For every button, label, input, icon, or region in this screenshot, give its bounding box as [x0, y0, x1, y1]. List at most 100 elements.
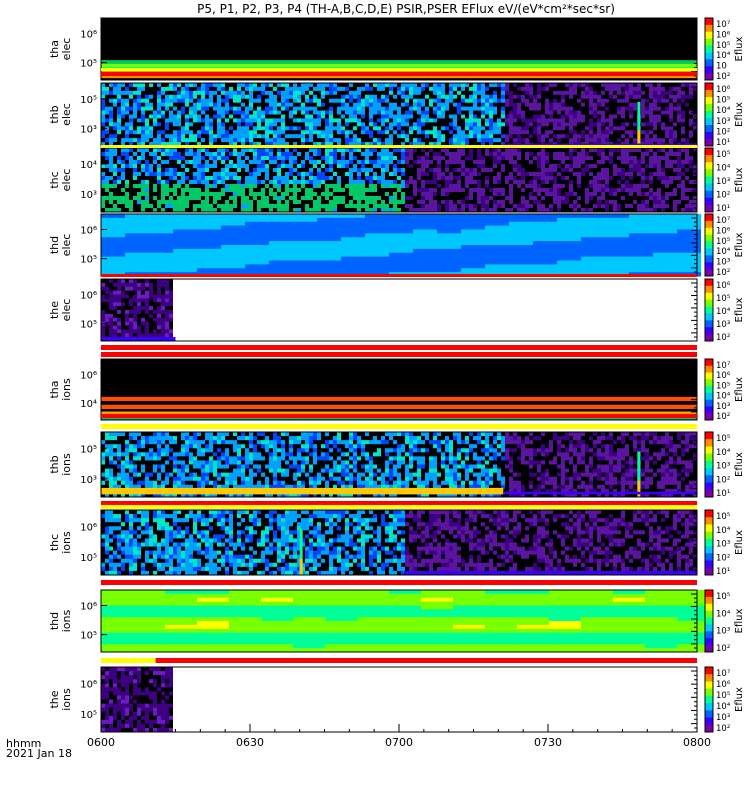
flux-cell	[589, 164, 593, 169]
flux-cell	[641, 91, 645, 95]
flux-cell	[233, 196, 237, 201]
flux-cell	[189, 130, 193, 134]
flux-cell	[525, 148, 529, 153]
flux-cell	[161, 152, 165, 157]
flux-cell	[289, 111, 293, 115]
flux-cell	[257, 148, 261, 153]
flux-cell	[417, 160, 421, 165]
flux-cell	[621, 122, 625, 126]
flux-cell	[297, 192, 301, 197]
flux-cell	[389, 122, 393, 126]
flux-cell	[673, 184, 677, 189]
flux-cell	[277, 204, 281, 209]
flux-cell	[393, 204, 397, 209]
flux-cell	[501, 107, 505, 111]
flux-cell	[161, 156, 165, 161]
flux-cell	[413, 156, 417, 161]
flux-cell	[245, 152, 249, 157]
flux-cell	[669, 172, 673, 177]
flux-cell	[617, 83, 621, 87]
flux-cell	[185, 192, 189, 197]
flux-cell	[601, 115, 605, 119]
flux-cell	[325, 111, 329, 115]
flux-cell	[133, 192, 137, 197]
flux-cell	[301, 156, 305, 161]
flux-cell	[413, 107, 417, 111]
flux-cell	[585, 200, 589, 205]
flux-cell	[409, 192, 413, 197]
flux-cell	[285, 172, 289, 177]
flux-cell	[269, 226, 293, 230]
flux-cell	[297, 188, 301, 193]
flux-cell	[193, 138, 197, 142]
flux-cell	[189, 138, 193, 142]
flux-cell	[149, 91, 153, 95]
flux-cell	[349, 168, 353, 173]
flux-cell	[517, 188, 521, 193]
flux-cell	[213, 160, 217, 165]
flux-cell	[609, 196, 613, 201]
flux-cell	[637, 188, 641, 193]
flux-cell	[249, 91, 253, 95]
flux-cell	[261, 87, 265, 91]
flux-cell	[289, 204, 293, 209]
flux-cell	[517, 111, 521, 115]
flux-cell	[253, 156, 257, 161]
flux-cell	[573, 164, 577, 169]
flux-cell	[385, 204, 389, 209]
flux-cell	[193, 107, 197, 111]
flux-cell	[533, 160, 537, 165]
flux-cell	[401, 180, 405, 185]
flux-cell	[589, 188, 593, 193]
flux-cell	[509, 87, 513, 91]
flux-cell	[573, 126, 577, 130]
flux-cell	[133, 103, 137, 107]
flux-cell	[333, 168, 337, 173]
flux-cell	[225, 138, 229, 142]
flux-cell	[385, 111, 389, 115]
flux-cell	[293, 130, 297, 134]
flux-cell	[257, 115, 261, 119]
flux-cell	[321, 192, 325, 197]
flux-cell	[169, 95, 173, 99]
flux-cell	[177, 148, 181, 153]
flux-cell	[509, 222, 533, 226]
flux-cell	[313, 118, 317, 122]
flux-cell	[349, 180, 353, 185]
flux-cell	[613, 115, 617, 119]
flux-cell	[681, 168, 685, 173]
flux-cell	[125, 111, 129, 115]
flux-cell	[473, 118, 477, 122]
flux-cell	[193, 99, 197, 103]
colorbar-segment	[705, 111, 713, 119]
flux-cell	[349, 200, 353, 205]
flux-cell	[505, 172, 509, 177]
flux-cell	[641, 126, 645, 130]
flux-cell	[317, 172, 321, 177]
flux-cell	[281, 83, 285, 87]
flux-cell	[549, 176, 553, 181]
flux-cell	[301, 164, 305, 169]
colorbar-tick-label: 10⁳	[716, 62, 727, 72]
flux-cell	[657, 160, 661, 165]
flux-cell	[373, 168, 377, 173]
flux-cell	[209, 95, 213, 99]
flux-cell	[493, 204, 497, 209]
flux-cell	[309, 164, 313, 169]
flux-cell	[629, 107, 633, 111]
flux-cell	[501, 172, 505, 177]
flux-cell	[233, 115, 237, 119]
flux-cell	[149, 107, 153, 111]
flux-cell	[329, 176, 333, 181]
flux-cell	[401, 130, 405, 134]
flux-cell	[537, 164, 541, 169]
flux-cell	[673, 83, 677, 87]
flux-cell	[217, 103, 221, 107]
panel-label: thb elec	[48, 103, 73, 126]
flux-cell	[569, 95, 573, 99]
flux-cell	[401, 176, 405, 181]
flux-cell	[541, 107, 545, 111]
flux-cell	[345, 99, 349, 103]
flux-cell	[633, 188, 637, 193]
flux-cell	[557, 134, 561, 138]
